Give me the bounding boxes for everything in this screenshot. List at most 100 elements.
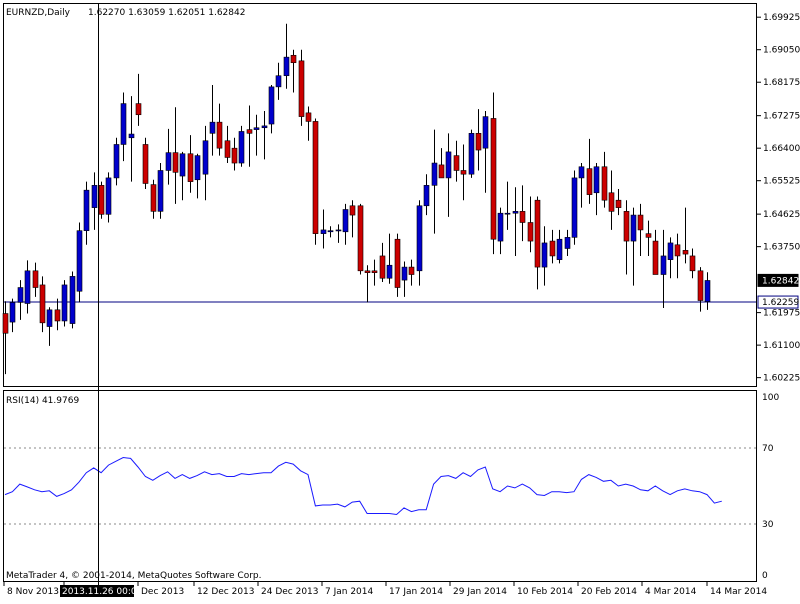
candle-body [379,255,386,279]
candle-body [637,214,644,231]
candle-body [283,56,290,77]
candle-body [541,242,548,268]
time-axis-tick-label: 24 Dec 2013 [261,587,319,597]
candle-body [83,189,90,231]
candle-body [312,121,319,234]
candle-body [364,270,371,273]
candle-body [179,153,186,177]
crosshair-date-label: 2013.11.26 00:00 [62,587,143,597]
candle-body [54,309,61,322]
candle-body [246,129,253,134]
candle-body [556,238,563,260]
candle-body [69,276,76,324]
time-axis-tick-label: 14 Mar 2014 [710,587,767,597]
candle-body [475,133,482,151]
candle-body [9,302,16,323]
candle-body [645,233,652,238]
candle-body [512,211,519,214]
candle-body [408,266,415,275]
price-axis-tick-label: 1.61975 [763,309,800,319]
price-axis: 1.69925 1.69050 1.68175 1.67275 1.66400 1.655… [757,13,800,384]
candle-body [667,242,674,260]
candle-body [238,131,245,164]
price-tag-label: 1.62842 [762,276,799,286]
candle-body [445,151,452,179]
candle-body [17,287,24,303]
candle-body [416,205,423,272]
price-axis-tick-label: 1.60225 [763,374,800,384]
candle-body [261,125,268,129]
time-axis-tick-label: 10 Feb 2014 [517,587,573,597]
candle-body [142,144,149,184]
time-axis-tick-label: 29 Jan 2014 [453,587,507,597]
candle-body [209,121,216,134]
price-axis-tick-label: 1.66400 [763,144,800,154]
candle-body [652,240,659,275]
candle-body [482,116,489,149]
rsi-panel-frame [3,390,757,582]
candle-body [335,229,342,232]
candle-body [298,60,305,117]
candle-body [2,313,9,334]
rsi-label: RSI(14) 41.9769 [6,396,79,406]
candle-body [349,205,356,216]
rsi-series [4,456,722,516]
candle-body [468,133,475,175]
candle-body [704,280,711,302]
candle-body [431,162,438,186]
price-axis-tick-label: 1.63750 [763,243,800,253]
candle-body [504,212,511,215]
time-axis-tick-label: 17 Jan 2014 [389,587,443,597]
price-axis-tick-label: 1.68175 [763,78,800,88]
price-panel-frame [3,3,757,387]
candle-body [394,238,401,288]
candle-body [697,270,704,301]
candle-body [660,255,667,275]
candle-body [342,209,349,233]
candle-body [564,237,571,249]
candle-body [61,284,68,322]
candle-body [224,140,231,158]
rsi-line [4,456,722,516]
candle-body [268,86,275,125]
candle-body [615,199,622,208]
price-tag-label: 1.62259 [762,298,799,308]
candle-body [76,230,83,292]
candle-body [24,270,31,304]
candle-body [202,140,209,175]
candle-body [157,170,164,212]
price-axis-tick-label: 1.65525 [763,177,800,187]
candle-body [120,103,127,145]
rsi-levels [4,447,756,525]
symbol-label: EURNZD,Daily [6,8,71,18]
candle-body [194,155,201,181]
time-axis-tick-label: Dec 2013 [141,587,184,597]
rsi-axis-tick-label: 0 [762,571,768,581]
candle-body [453,155,460,171]
candle-body [682,250,689,255]
candle-body [578,166,585,179]
time-axis-tick-label: 7 Jan 2014 [325,587,373,597]
rsi-axis-tick-label: 70 [762,444,774,454]
copyright-label: MetaTrader 4, © 2001-2014, MetaQuotes So… [6,571,262,581]
candle-body [357,205,364,272]
rsi-axis: 100 70 30 0 [762,393,779,581]
candle-body [113,144,120,179]
candle-body [608,192,615,212]
candle-body [386,264,393,279]
rsi-axis-tick-label: 30 [762,520,774,530]
candle-body [135,103,142,116]
candle-body [527,222,534,242]
price-axis-tick-label: 1.61100 [763,341,800,351]
candle-body [601,166,608,201]
candle-body [438,164,445,179]
candle-body [150,184,157,212]
price-tags: 1.62842 1.62259 [757,273,799,309]
candle-body [593,166,600,194]
time-axis-tick-label: 12 Dec 2013 [197,587,255,597]
candle-body [401,266,408,281]
candlestick-series [2,23,711,375]
candle-body [91,185,98,208]
candle-body [165,152,172,171]
